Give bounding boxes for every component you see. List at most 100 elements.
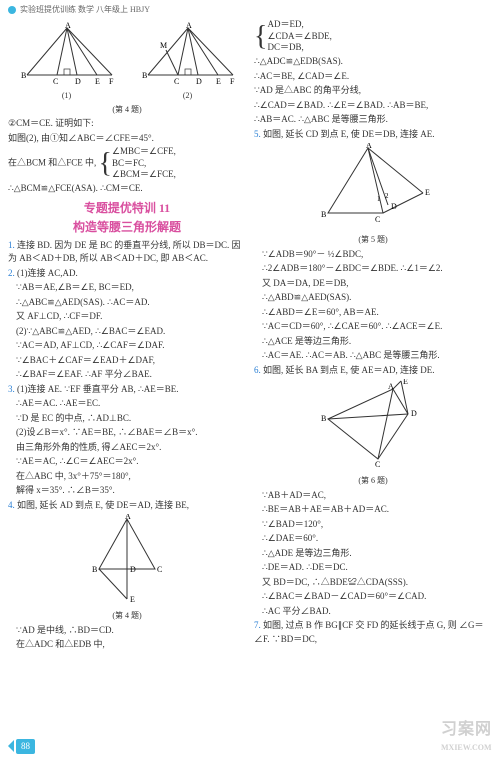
proof-line: 在△ADC 和△EDB 中, [8,638,246,652]
proof-line: ∴DE＝AD. ∴DE＝DC. [254,561,492,575]
proof-line: ∴△ABC≌△AED(SAS). ∴AC＝AD. [8,296,246,310]
proof-line: ∴BE＝AB＋AE＝AB＋AD＝AC. [254,503,492,517]
svg-text:C: C [53,77,58,86]
brace-line: BC＝FC, [112,158,176,170]
brace-line: DC＝DB, [267,42,331,54]
proof-line: ∴2∠ADB＝180°－∠BDC＝∠BDE. ∴∠1＝∠2. [254,262,492,276]
triangle-diagram-3-icon: A B C D E [87,514,167,604]
equation-system-row: { AD＝ED, ∠CDA＝∠BDE, DC＝DB, [254,19,492,54]
svg-text:F: F [230,77,235,86]
proof-line: ∵AC＝CD＝60°, ∴∠CAE＝60°. ∴∠ACE＝∠E. [254,320,492,334]
problem-number: 6. [254,365,261,375]
proof-line: ∵D 是 EC 的中点, ∴AD⊥BC. [8,412,246,426]
proof-line: ∴AE＝AC. ∴AE＝EC. [8,397,246,411]
problem-4: 4. 如图, 延长 AD 到点 E, 使 DE＝AD, 连接 BE, [8,499,246,513]
svg-text:B: B [321,414,326,423]
svg-text:A: A [65,21,71,30]
proof-line: 在△BCM 和△FCE 中, { ∠MBC＝∠CFE, BC＝FC, ∠BCM＝… [8,146,246,181]
triangle-diagram-2-icon: A M B C D E F [138,20,238,90]
svg-text:1: 1 [377,195,381,203]
figure-5: A B C D E 1 2 (第 5 题) [254,143,492,246]
svg-text:F: F [109,77,114,86]
page-number: 88 [16,739,35,755]
svg-text:A: A [125,514,131,521]
proof-line: ②CM＝CE. 证明如下: [8,117,246,131]
svg-text:C: C [174,77,179,86]
triangle-diagram-6-icon: E A B C D [313,379,433,469]
svg-text:D: D [75,77,81,86]
proof-line: ∴△ADC≌△EDB(SAS). [254,55,492,69]
fig6-caption: (第 6 题) [254,475,492,487]
svg-text:A: A [186,21,192,30]
brace-icon: { [99,157,112,171]
proof-line: ∴AC＝AE. ∴AC＝AB. ∴△ABC 是等腰三角形. [254,349,492,363]
proof-line: 又 BD＝DC, ∴△BDE≌△CDA(SSS). [254,576,492,590]
problem-text: (1)连接 AC,AD. [17,268,78,278]
problem-text: 如图, 延长 BA 到点 E, 使 AE＝AD, 连接 DE. [263,365,435,375]
svg-text:E: E [403,379,408,386]
page-number-badge: 88 [8,739,35,755]
problem-3: 3. (1)连接 AE. ∵EF 垂直平分 AB, ∴AE＝BE. [8,383,246,397]
fig-label-2: (2) [138,90,238,102]
brace-icon: { [254,30,267,44]
fig4b-caption: (第 4 题) [8,610,246,622]
proof-line: ∴∠BAF＝∠EAF. ∴AF 平分∠BAE. [8,368,246,382]
proof-line: ∵AB＝AE,∠B＝∠E, BC＝ED, [8,281,246,295]
fig-label-1: (1) [17,90,117,102]
problem-number: 2. [8,268,15,278]
page-header: 实验班提优训练 数学 八年级上 HBJY [0,0,500,18]
proof-line: ∵AD 是中线, ∴BD＝CD. [8,624,246,638]
proof-line: ∴△BCM≌△FCE(ASA). ∴CM＝CE. [8,182,246,196]
svg-text:2: 2 [385,192,389,200]
svg-text:M: M [160,41,167,50]
proof-line: ∵∠BAD＝120°, [254,518,492,532]
problem-text: (1)连接 AE. ∵EF 垂直平分 AB, ∴AE＝BE. [17,384,178,394]
problem-5: 5. 如图, 延长 CD 到点 E, 使 DE＝DB, 连接 AE. [254,128,492,142]
brace-line: ∠BCM＝∠FCE, [112,169,176,181]
svg-text:E: E [130,595,135,604]
equation-system: { ∠MBC＝∠CFE, BC＝FC, ∠BCM＝∠FCE, [99,146,176,181]
proof-line: ∴AC＝BE, ∠CAD＝∠E. [254,70,492,84]
problem-7: 7. 如图, 过点 B 作 BG∥CF 交 FD 的延长线于点 G, 则 ∠G＝… [254,619,492,646]
svg-text:C: C [375,215,380,224]
problem-6: 6. 如图, 延长 BA 到点 E, 使 AE＝AD, 连接 DE. [254,364,492,378]
proof-line: ∵∠ADB＝90°－ ½∠BDC, [254,248,492,262]
figure-4-1: A B C D E F (1) [17,20,117,102]
problem-text: 如图, 过点 B 作 BG∥CF 交 FD 的延长线于点 G, 则 ∠G＝∠F.… [254,620,484,644]
svg-text:B: B [321,210,326,219]
section-subtitle: 构造等腰三角形解题 [8,218,246,236]
proof-line: ∵∠BAC＋∠CAF＝∠EAD＋∠DAF, [8,354,246,368]
triangle-diagram-1-icon: A B C D E F [17,20,117,90]
problem-1: 1. 连接 BD. 因为 DE 是 BC 的垂直平分线, 所以 DB＝DC. 因… [8,239,246,266]
proof-line: ∴△ACE 是等边三角形. [254,335,492,349]
svg-text:C: C [157,565,162,574]
proof-line: ∴∠DAE＝60°. [254,532,492,546]
svg-text:D: D [196,77,202,86]
brace-line: ∠MBC＝∠CFE, [112,146,176,158]
svg-text:B: B [92,565,97,574]
svg-text:C: C [375,460,380,469]
proof-line: 由三角形外角的性质, 得∠AEC＝2x°. [8,441,246,455]
svg-text:A: A [388,382,394,391]
problem-number: 4. [8,500,15,510]
problem-number: 1. [8,240,15,250]
proof-line: 如图(2), 由①知∠ABC＝∠CFE＝45°. [8,132,246,146]
problem-text: 连接 BD. 因为 DE 是 BC 的垂直平分线, 所以 DB＝DC. 因为 A… [8,240,241,264]
brace-intro: 在△BCM 和△FCE 中, [8,158,96,168]
proof-line: ∴∠CAD＝∠BAD. ∴∠E＝∠BAD. ∴AB＝BE, [254,99,492,113]
section-title: 专题提优特训 11 [8,199,246,217]
figure-4-2: A M B C D E F (2) [138,20,238,102]
left-column: A B C D E F (1) A [8,18,246,653]
proof-line: ∵AC＝AD, AF⊥CD, ∴∠CAF＝∠DAF. [8,339,246,353]
watermark-main: 习案网 [441,721,492,738]
problem-2: 2. (1)连接 AC,AD. [8,267,246,281]
svg-text:D: D [411,409,417,418]
proof-line: ∴AC 平分∠BAD. [254,605,492,619]
svg-text:B: B [21,71,26,80]
proof-line: 又 AF⊥CD, ∴CF＝DF. [8,310,246,324]
svg-text:D: D [130,565,136,574]
svg-text:A: A [366,143,372,150]
proof-line: (2)∵△ABC≌△AED, ∴∠BAC＝∠EAD. [8,325,246,339]
problem-number: 3. [8,384,15,394]
proof-line: ∴AB＝AC. ∴△ABC 是等腰三角形. [254,113,492,127]
